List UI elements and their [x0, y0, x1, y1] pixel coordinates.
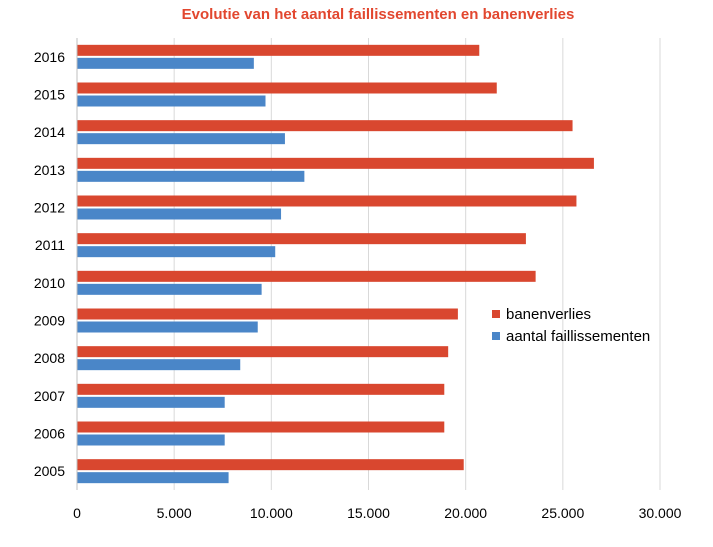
- y-tick-label: 2005: [34, 463, 65, 479]
- bar-banenverlies: [77, 233, 526, 245]
- bar-aantal-faillissementen: [77, 321, 258, 333]
- y-tick-label: 2016: [34, 49, 65, 65]
- legend-swatch: [492, 310, 500, 318]
- bar-banenverlies: [77, 195, 577, 207]
- y-tick-label: 2011: [35, 237, 65, 253]
- axes: 0 5.000 10.000 15.000 20.000 25.000 30.000 2016…: [34, 38, 682, 521]
- bar-banenverlies: [77, 270, 536, 282]
- y-tick-label: 2013: [34, 162, 65, 178]
- y-tick-label: 2014: [34, 124, 65, 140]
- bar-aantal-faillissementen: [77, 283, 262, 295]
- x-tick-label: 10.000: [250, 505, 293, 521]
- bar-aantal-faillissementen: [77, 246, 276, 258]
- y-tick-label: 2010: [34, 275, 65, 291]
- bar-banenverlies: [77, 44, 480, 56]
- legend-label: aantal faillissementen: [506, 328, 650, 345]
- bar-banenverlies: [77, 82, 497, 94]
- bar-aantal-faillissementen: [77, 434, 225, 446]
- bar-banenverlies: [77, 459, 464, 471]
- bars: [77, 44, 594, 484]
- bar-aantal-faillissementen: [77, 95, 266, 107]
- legend-swatch: [492, 332, 500, 340]
- y-tick-label: 2007: [34, 388, 65, 404]
- bar-aantal-faillissementen: [77, 208, 282, 220]
- gridlines: [76, 38, 661, 490]
- legend-label: banenverlies: [506, 306, 591, 323]
- legend: banenverlies aantal faillissementen: [492, 306, 650, 345]
- y-tick-label: 2008: [34, 350, 65, 366]
- x-tick-label: 5.000: [157, 505, 192, 521]
- y-tick-label: 2012: [34, 200, 65, 216]
- bar-banenverlies: [77, 421, 445, 433]
- bar-aantal-faillissementen: [77, 133, 285, 145]
- y-tick-label: 2015: [34, 87, 65, 103]
- x-tick-label: 25.000: [541, 505, 584, 521]
- x-tick-label: 0: [73, 505, 81, 521]
- chart-title: Evolutie van het aantal faillissementen …: [182, 6, 575, 23]
- x-tick-label: 30.000: [639, 505, 682, 521]
- bar-aantal-faillissementen: [77, 472, 229, 484]
- bar-banenverlies: [77, 346, 449, 358]
- bar-aantal-faillissementen: [77, 170, 305, 182]
- x-tick-label: 20.000: [444, 505, 487, 521]
- bar-banenverlies: [77, 157, 594, 169]
- x-tick-label: 15.000: [347, 505, 390, 521]
- bar-aantal-faillissementen: [77, 396, 225, 408]
- bar-aantal-faillissementen: [77, 57, 254, 69]
- bar-banenverlies: [77, 308, 458, 320]
- y-tick-label: 2006: [34, 426, 65, 442]
- bar-aantal-faillissementen: [77, 359, 241, 371]
- bar-banenverlies: [77, 120, 573, 132]
- y-tick-label: 2009: [34, 313, 65, 329]
- bar-banenverlies: [77, 383, 445, 395]
